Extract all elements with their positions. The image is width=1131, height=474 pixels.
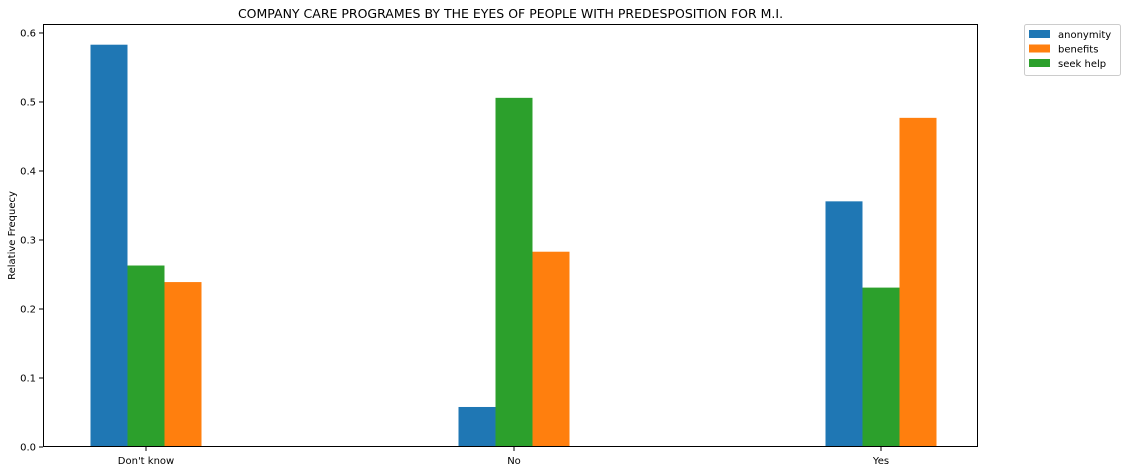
x-axis-ticks: Don't know No Yes (118, 447, 889, 467)
bar-seek-help-0 (127, 265, 165, 447)
legend-label-benefits: benefits (1058, 45, 1098, 56)
y-tick-label: 0.0 (20, 443, 36, 454)
legend-swatch-benefits (1029, 44, 1050, 53)
y-tick-label: 0.2 (20, 304, 36, 315)
y-tick-label: 0.5 (20, 97, 36, 108)
y-tick-label: 0.1 (20, 373, 36, 384)
bar-benefits-0 (164, 282, 202, 447)
x-tick-label: Yes (872, 456, 889, 467)
bar-anonymity-2 (825, 201, 863, 447)
bar-seek-help-2 (862, 287, 900, 447)
y-tick-label: 0.3 (20, 235, 36, 246)
y-tick-label: 0.4 (20, 166, 36, 177)
bar-seek-help-1 (495, 97, 533, 447)
y-axis-label: Relative Frequecy (7, 191, 18, 280)
x-tick-label: No (507, 456, 521, 467)
bar-anonymity-1 (458, 406, 496, 447)
legend: anonymity benefits seek help (1024, 24, 1121, 76)
legend-label-anonymity: anonymity (1058, 30, 1111, 41)
y-axis-ticks: 0.0 0.1 0.2 0.3 0.4 0.5 0.6 (20, 28, 43, 454)
bars-group (90, 44, 937, 448)
bar-benefits-1 (532, 251, 570, 447)
legend-label-seek-help: seek help (1058, 59, 1106, 70)
plot-area-frame (43, 24, 978, 447)
y-tick-label: 0.6 (20, 28, 36, 39)
chart-title: COMPANY CARE PROGRAMES BY THE EYES OF PE… (238, 6, 783, 21)
x-tick-label: Don't know (118, 456, 174, 467)
legend-swatch-seek-help (1029, 59, 1050, 67)
legend-swatch-anonymity (1029, 30, 1050, 38)
bar-benefits-2 (899, 117, 937, 448)
bar-anonymity-0 (90, 44, 128, 447)
